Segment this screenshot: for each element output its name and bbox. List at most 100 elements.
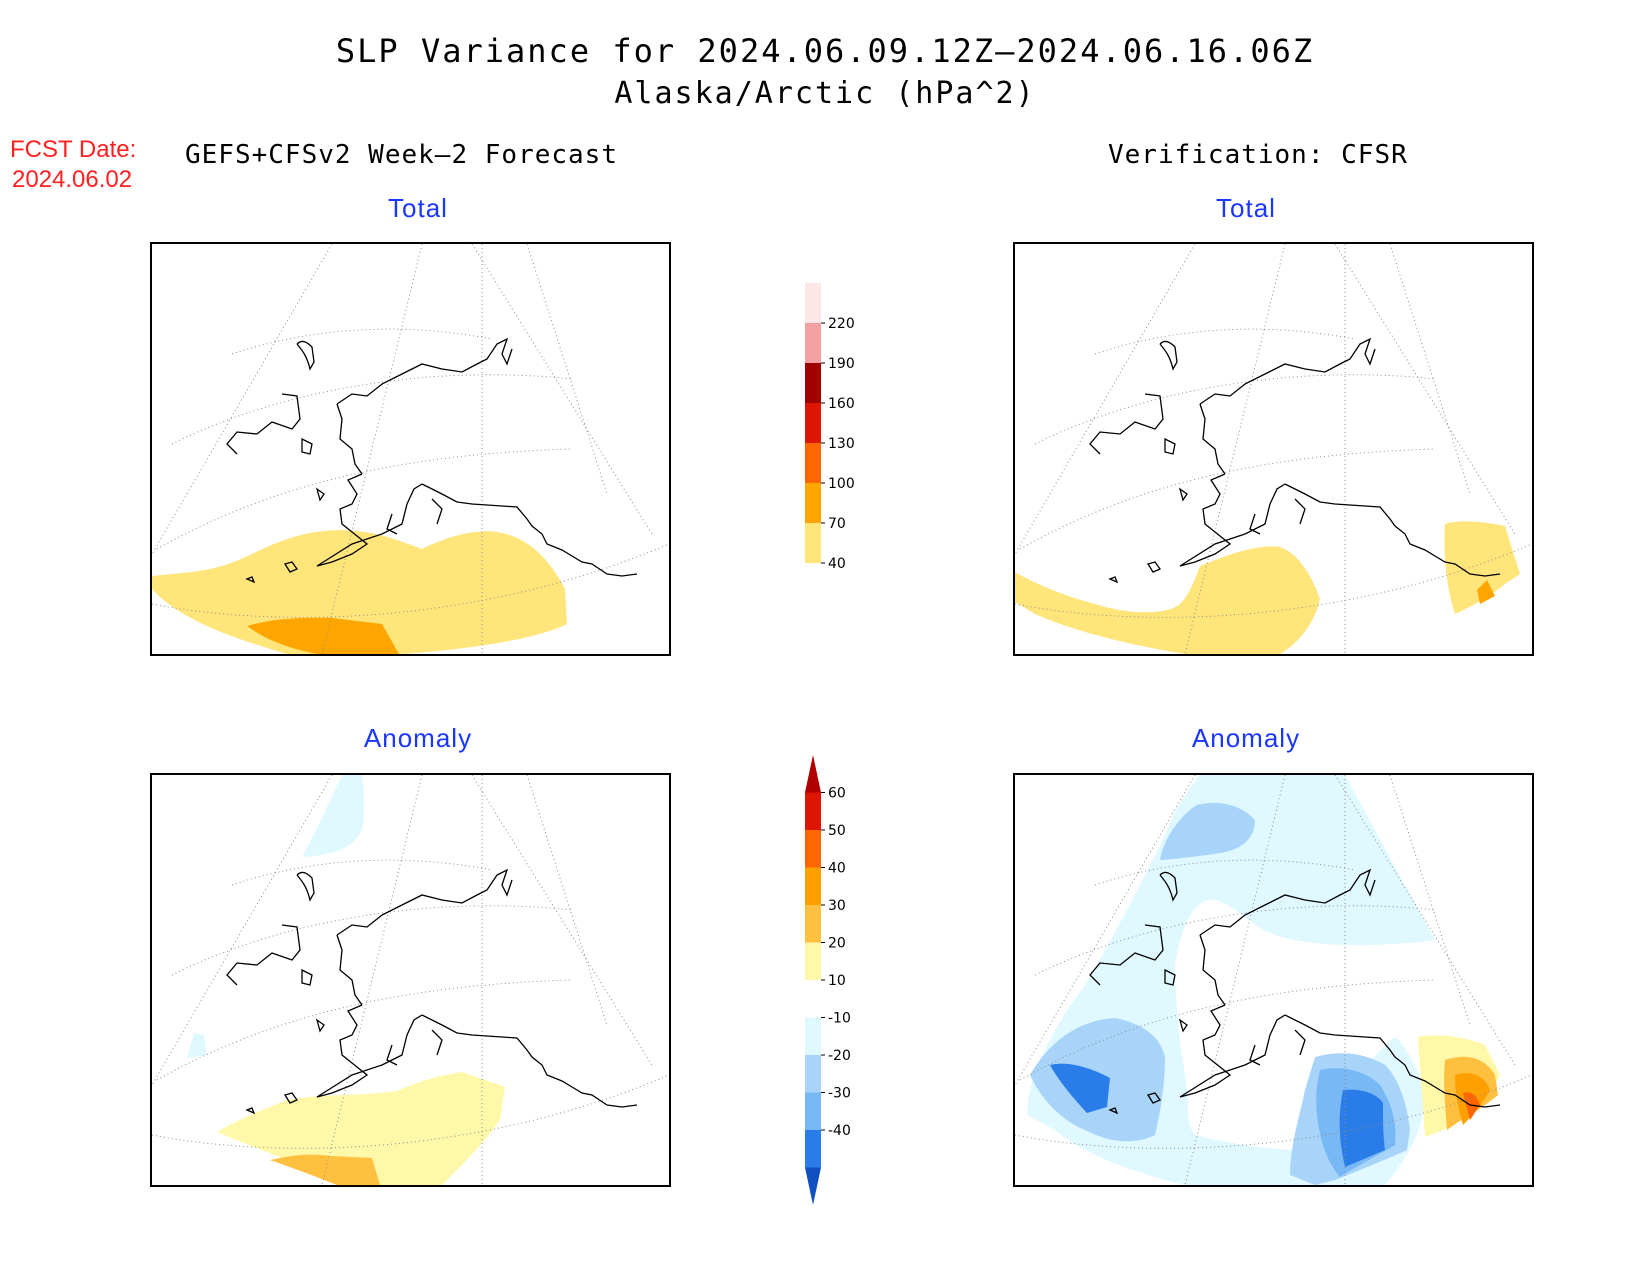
grid-lines: [1015, 244, 1532, 654]
colorbar-label: 20: [828, 936, 846, 952]
colorbar-label: 50: [828, 823, 846, 839]
coastline-segment: [1146, 561, 1161, 573]
grid-line: [1389, 244, 1471, 495]
grid-line: [471, 775, 653, 1066]
colorbar-label: 130: [828, 436, 855, 452]
colorbar-label: 40: [828, 556, 846, 572]
coastline-segment: [1249, 1044, 1261, 1066]
grid-line: [1015, 244, 1196, 555]
coastline-segment: [1108, 576, 1119, 584]
coastline-segment: [1089, 393, 1164, 455]
coastline-segment: [1199, 403, 1226, 475]
grid-line: [171, 905, 573, 976]
grid-line: [231, 328, 493, 355]
fcst-date-label: FCST Date:: [10, 136, 137, 163]
coastline-segment: [1159, 340, 1178, 371]
coastline-segment: [301, 968, 313, 986]
colorbar-label: 190: [828, 356, 855, 372]
verification-total-map: [1013, 242, 1534, 656]
coastline-segment: [336, 403, 363, 475]
coastline-segment: [1179, 1004, 1232, 1098]
forecast-anomaly-map: [150, 773, 671, 1187]
coastline-segment: [301, 437, 313, 455]
coastline-segment: [421, 1014, 638, 1108]
coastline-segment: [1089, 924, 1164, 986]
variance-70-region: [1477, 580, 1495, 604]
grid-lines: [1015, 775, 1532, 1185]
colorbar-swatch: [805, 830, 821, 868]
grid-line: [1019, 979, 1436, 1081]
coastline-segment: [1284, 1014, 1501, 1108]
coastline-segment: [431, 1029, 443, 1056]
anomaly-neg40-region-south: [1339, 1089, 1385, 1167]
coastline-segment: [1294, 1029, 1306, 1056]
grid-line: [152, 775, 333, 1086]
coastline-segment: [386, 1044, 398, 1066]
anomaly-neg40-region-west: [1050, 1063, 1110, 1113]
colorbar-swatch: [805, 483, 821, 523]
coastline-segment: [1178, 1018, 1188, 1033]
grid-line: [1034, 374, 1436, 445]
coastline-segment: [336, 934, 363, 1006]
colorbar-label: 40: [828, 861, 846, 877]
coastline-segment: [316, 1014, 423, 1098]
coastline-segment: [1199, 337, 1376, 405]
colorbar-swatch: [805, 363, 821, 403]
coastline-segment: [1199, 934, 1226, 1006]
coastline-segment: [316, 1004, 369, 1098]
coastline-segment: [336, 337, 513, 405]
colorbar-swatch: [805, 283, 821, 323]
page-title: SLP Variance for 2024.06.09.12Z–2024.06.…: [335, 32, 1315, 70]
grid-line: [152, 244, 333, 555]
coastline-segment: [1164, 437, 1176, 455]
colorbar-label: -20: [828, 1048, 851, 1064]
variance-40-region: [1015, 546, 1320, 654]
colorbar-swatch: [805, 323, 821, 363]
grid-line: [171, 374, 573, 445]
grid-line: [1019, 448, 1436, 550]
coastline-segment: [386, 513, 398, 535]
anomaly-neg10-region-west: [187, 1033, 207, 1058]
grid-line: [1094, 859, 1356, 886]
fcst-date-value: 2024.06.02: [12, 166, 133, 193]
grid-lines: [152, 775, 669, 1185]
coastline-segment: [336, 868, 513, 936]
grid-line: [1334, 244, 1516, 535]
anomaly-20-region: [270, 1154, 380, 1185]
coastline-segment: [1164, 968, 1176, 986]
coastline-segment: [245, 1107, 256, 1115]
colorbar-swatch: [805, 1092, 821, 1130]
coastline-segment: [421, 483, 638, 577]
coastline-segment: [1179, 483, 1286, 567]
colorbar-swatch: [805, 942, 821, 980]
grid-line: [471, 244, 653, 535]
variance-40-region-east: [1444, 521, 1520, 614]
colorbar-label: 220: [828, 316, 855, 332]
coastline-segment: [1179, 1014, 1286, 1098]
colorbar-swatch: [805, 1167, 821, 1205]
grid-lines: [152, 244, 669, 654]
grid-line: [526, 244, 608, 495]
colorbar-label: 100: [828, 476, 855, 492]
forecast-anomaly-title: Anomaly: [363, 723, 473, 753]
anomaly-colorbar: 60 50 40 30 20 10 -10 -20 -30 -40: [805, 755, 851, 1205]
verification-anomaly-title: Anomaly: [1191, 723, 1301, 753]
colorbar-label: -40: [828, 1123, 851, 1139]
colorbar-label: 70: [828, 516, 846, 532]
grid-line: [1334, 775, 1516, 1066]
coastline-segment: [316, 473, 369, 567]
colorbar-label: 30: [828, 898, 846, 914]
coastline-segment: [1108, 1107, 1119, 1115]
variance-40-region: [152, 530, 567, 654]
coastline-segment: [1178, 487, 1188, 502]
forecast-total-map: [150, 242, 671, 656]
coastline-segment: [1284, 483, 1501, 577]
coastline-segment: [1249, 513, 1261, 535]
anomaly-neg10-region-north: [302, 775, 365, 857]
colorbar-swatch: [805, 1055, 821, 1093]
verification-total-title: Total: [1216, 193, 1276, 223]
coastline: [226, 337, 638, 584]
colorbar-swatch: [805, 905, 821, 943]
verification-column-title: Verification: CFSR: [1108, 140, 1408, 170]
colorbar-label: 60: [828, 786, 846, 802]
